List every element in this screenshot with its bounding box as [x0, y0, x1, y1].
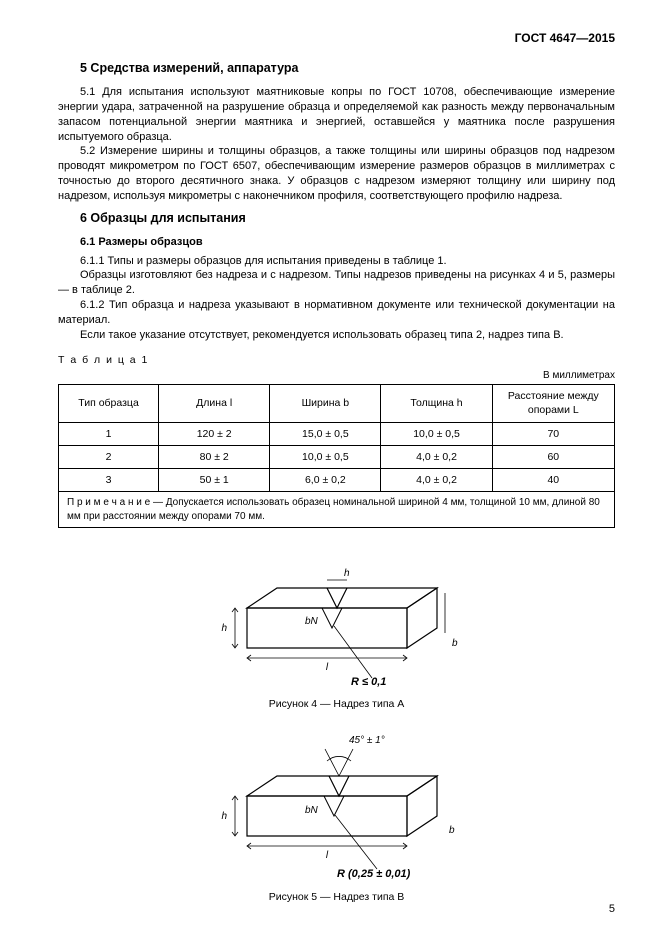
table-cell: 6,0 ± 0,2	[270, 468, 381, 491]
p-6-1-1b: Образцы изготовляют без надреза и с надр…	[58, 268, 615, 298]
table-cell: 1	[59, 422, 159, 445]
section6-title: 6 Образцы для испытания	[58, 210, 615, 227]
table-cell: 60	[492, 445, 614, 468]
table1-note: П р и м е ч а н и е — Допускается исполь…	[59, 492, 615, 528]
svg-text:bN: bN	[305, 616, 319, 627]
section6-1-title: 6.1 Размеры образцов	[58, 235, 615, 250]
table-cell: 3	[59, 468, 159, 491]
table-cell: 80 ± 2	[159, 445, 270, 468]
svg-text:45° ± 1°: 45° ± 1°	[349, 735, 385, 746]
table1-label: Т а б л и ц а 1	[58, 353, 615, 367]
table-row: 350 ± 16,0 ± 0,24,0 ± 0,240	[59, 468, 615, 491]
table1-units: В миллиметрах	[58, 369, 615, 383]
p-6-1-2b: Если такое указание отсутствует, рекомен…	[58, 328, 615, 343]
th-2: Ширина b	[270, 385, 381, 422]
svg-text:h: h	[344, 568, 350, 579]
svg-text:h: h	[221, 623, 227, 634]
svg-text:b: b	[452, 638, 458, 649]
table-row: 280 ± 210,0 ± 0,54,0 ± 0,260	[59, 445, 615, 468]
th-3: Толщина h	[381, 385, 492, 422]
figure5: 45° ± 1° h bN l b R (0,25 ± 0,	[58, 721, 615, 886]
svg-text:b: b	[449, 825, 455, 836]
svg-text:l: l	[325, 850, 328, 861]
page-number: 5	[609, 902, 615, 917]
table-cell: 10,0 ± 0,5	[270, 445, 381, 468]
doc-id: ГОСТ 4647—2015	[58, 30, 615, 46]
figure4-caption: Рисунок 4 — Надрез типа А	[58, 697, 615, 711]
svg-text:bN: bN	[305, 805, 319, 816]
table-cell: 4,0 ± 0,2	[381, 445, 492, 468]
figure5-caption: Рисунок 5 — Надрез типа В	[58, 890, 615, 904]
table-cell: 2	[59, 445, 159, 468]
table-cell: 40	[492, 468, 614, 491]
table-row: 1120 ± 215,0 ± 0,510,0 ± 0,570	[59, 422, 615, 445]
th-4: Расстояние между опорами L	[492, 385, 614, 422]
svg-text:R ≤ 0,1: R ≤ 0,1	[351, 676, 386, 688]
svg-text:h: h	[221, 811, 227, 822]
table-cell: 4,0 ± 0,2	[381, 468, 492, 491]
p-6-1-2: 6.1.2 Тип образца и надреза указывают в …	[58, 298, 615, 328]
table-cell: 70	[492, 422, 614, 445]
section5-title: 5 Средства измерений, аппаратура	[58, 60, 615, 77]
svg-text:l: l	[325, 662, 328, 673]
th-0: Тип образца	[59, 385, 159, 422]
p-6-1-1: 6.1.1 Типы и размеры образцов для испыта…	[58, 254, 615, 269]
p-5-2: 5.2 Измерение ширины и толщины образцов,…	[58, 144, 615, 203]
figure4: h bN l b h R ≤ 0,1	[58, 538, 615, 693]
table1: Тип образца Длина l Ширина b Толщина h Р…	[58, 384, 615, 528]
table-cell: 15,0 ± 0,5	[270, 422, 381, 445]
table-cell: 120 ± 2	[159, 422, 270, 445]
table-cell: 10,0 ± 0,5	[381, 422, 492, 445]
svg-text:R (0,25 ± 0,01): R (0,25 ± 0,01)	[337, 868, 411, 880]
p-5-1: 5.1 Для испытания используют маятниковые…	[58, 85, 615, 144]
table-cell: 50 ± 1	[159, 468, 270, 491]
th-1: Длина l	[159, 385, 270, 422]
